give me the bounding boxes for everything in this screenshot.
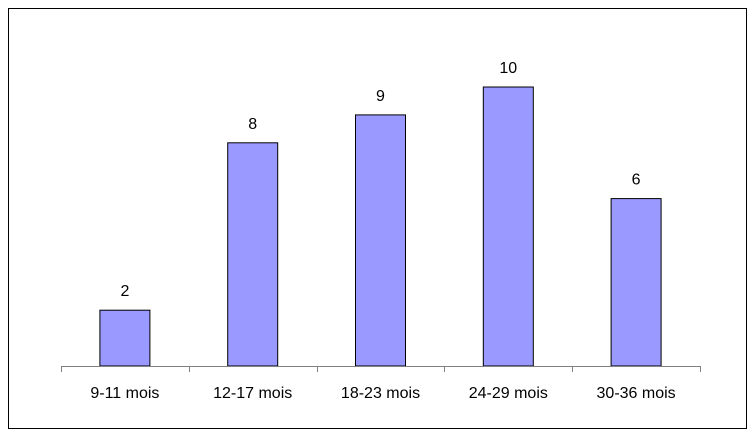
bar <box>355 114 406 367</box>
data-label: 8 <box>248 116 257 133</box>
bar <box>482 86 534 367</box>
bar <box>227 142 279 367</box>
x-tick-label: 12-17 mois <box>213 385 292 402</box>
x-axis: 9-11 mois 12-17 mois 18-23 mois 24-29 mois 3… <box>61 366 701 402</box>
data-label: 10 <box>499 60 517 77</box>
bar <box>610 198 662 367</box>
data-labels-layer: 2 8 9 10 6 <box>120 60 640 300</box>
x-tick-label: 18-23 mois <box>341 385 420 402</box>
bar <box>99 309 151 367</box>
x-tick-label: 24-29 mois <box>469 385 548 402</box>
x-tick-label: 30-36 mois <box>597 385 676 402</box>
data-label: 9 <box>376 88 385 105</box>
data-label: 2 <box>120 283 129 300</box>
x-tick-label: 9-11 mois <box>90 385 159 402</box>
data-label: 6 <box>632 172 641 189</box>
bars-layer <box>99 86 662 367</box>
